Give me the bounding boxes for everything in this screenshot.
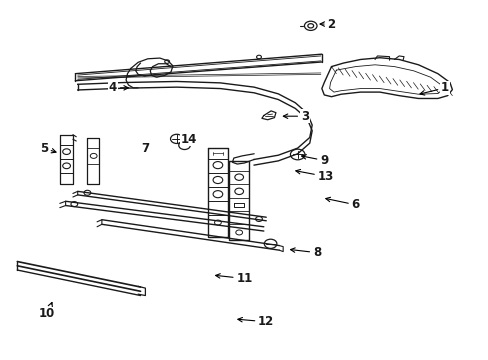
Text: 1: 1	[419, 81, 448, 95]
Text: 2: 2	[320, 18, 335, 31]
Text: 12: 12	[237, 315, 274, 328]
Text: 7: 7	[141, 141, 149, 154]
Text: 3: 3	[283, 110, 308, 123]
Text: 4: 4	[109, 81, 128, 94]
Text: 14: 14	[181, 133, 197, 146]
Circle shape	[307, 24, 313, 28]
Text: 5: 5	[40, 141, 56, 154]
Text: 13: 13	[295, 170, 333, 183]
Text: 10: 10	[39, 302, 55, 320]
Text: 9: 9	[301, 154, 328, 167]
Text: 8: 8	[290, 246, 321, 259]
Text: 11: 11	[215, 272, 252, 285]
Text: 6: 6	[325, 197, 359, 211]
